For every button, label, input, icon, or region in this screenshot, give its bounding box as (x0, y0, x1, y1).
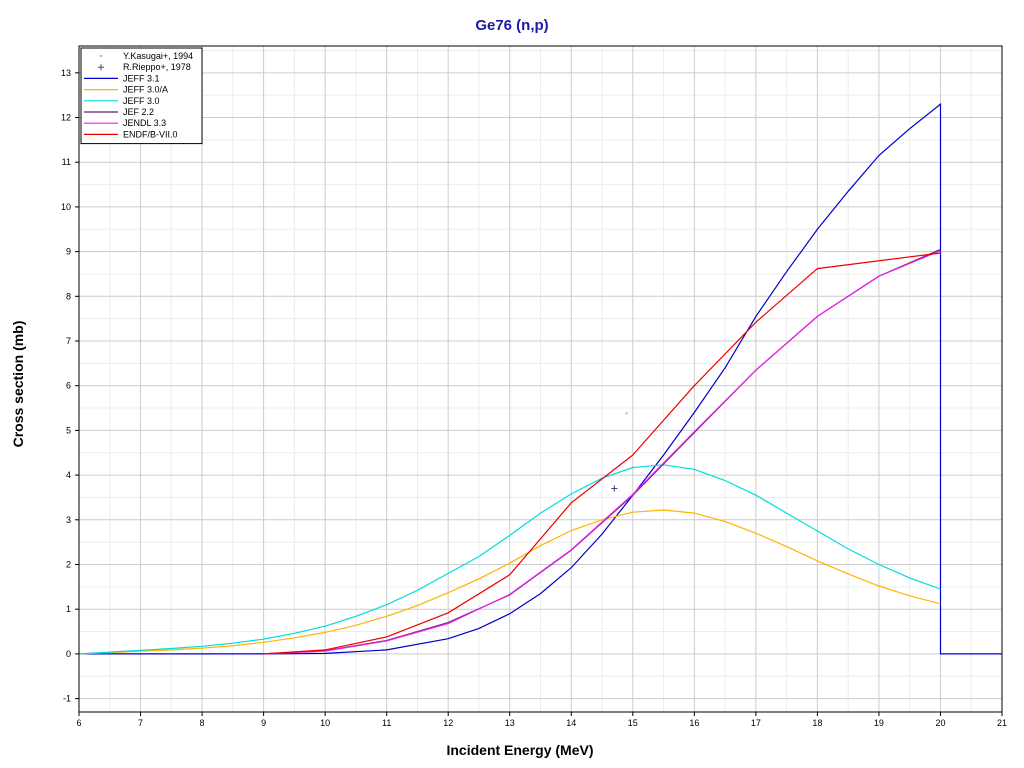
legend-box (80, 47, 203, 145)
y-tick-label: 5 (66, 425, 71, 435)
series-line-jendl-3-3 (263, 250, 941, 655)
x-tick-label: 15 (628, 718, 638, 728)
legend-label: JEF 2.2 (123, 107, 154, 117)
y-tick-label: 1 (66, 604, 71, 614)
x-tick-label: 18 (812, 718, 822, 728)
legend-label: JEFF 3.0/A (123, 85, 168, 95)
series-line-endf-b-vii-0 (263, 252, 941, 655)
y-tick-label: 9 (66, 247, 71, 257)
x-tick-label: 10 (320, 718, 330, 728)
legend-label: JENDL 3.3 (123, 118, 166, 128)
series-line-jeff-3-0 (78, 464, 941, 655)
ticks: 6 7 8 9 10 11 12 13 14 15 16 17 18 19 20 21-10123456789… (61, 68, 1007, 728)
y-tick-label: 13 (61, 68, 71, 78)
x-tick-label: 21 (997, 718, 1007, 728)
plot-frame (78, 45, 1003, 713)
series-line-jeff-3-0-a (78, 509, 941, 655)
x-tick-label: 12 (443, 718, 453, 728)
y-axis-label: Cross section (mb) (10, 321, 26, 448)
chart-title: Ge76 (n,p) (475, 17, 548, 34)
x-tick-label: 9 (261, 718, 266, 728)
legend-label: ENDF/B-VII.0 (123, 129, 178, 139)
grid (78, 46, 1003, 712)
x-tick-label: 14 (566, 718, 576, 728)
data-point-r-rieppo-1978 (611, 485, 618, 492)
x-tick-label: 20 (935, 718, 945, 728)
data-point-y-kasugai-1994 (625, 412, 628, 415)
x-tick-label: 19 (874, 718, 884, 728)
legend-label: Y.Kasugai+, 1994 (123, 51, 193, 61)
legend-swatch (100, 55, 102, 57)
x-tick-label: 7 (138, 718, 143, 728)
x-tick-label: 16 (689, 718, 699, 728)
x-tick-label: 11 (382, 718, 391, 728)
y-tick-label: 8 (66, 291, 71, 301)
y-tick-label: 11 (62, 157, 71, 167)
x-tick-label: 8 (200, 718, 205, 728)
legend-label: JEFF 3.0 (123, 96, 160, 106)
legend-label: JEFF 3.1 (123, 73, 160, 83)
y-tick-label: 7 (66, 336, 71, 346)
y-tick-label: 4 (66, 470, 71, 480)
y-tick-label: 12 (61, 113, 71, 123)
y-tick-label: -1 (63, 694, 71, 704)
series-layer (78, 102, 1002, 655)
legend-swatch (98, 64, 104, 71)
y-tick-label: 0 (66, 649, 71, 659)
x-tick-label: 6 (76, 718, 81, 728)
x-axis-label: Incident Energy (MeV) (446, 742, 593, 758)
x-tick-label: 13 (505, 718, 515, 728)
y-tick-label: 3 (66, 515, 71, 525)
y-tick-label: 2 (66, 559, 71, 569)
legend-label: R.Rieppo+, 1978 (123, 62, 191, 72)
y-tick-label: 10 (61, 202, 71, 212)
x-tick-label: 17 (751, 718, 761, 728)
y-tick-label: 6 (66, 381, 71, 391)
